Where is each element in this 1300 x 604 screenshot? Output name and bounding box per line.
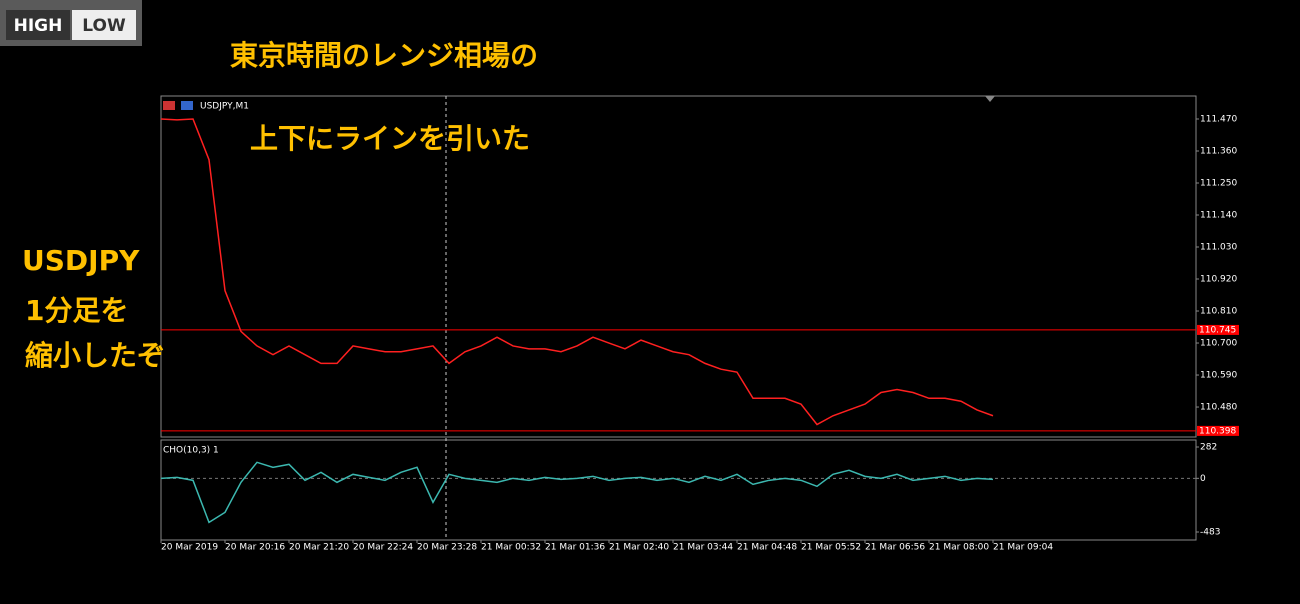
y-tick-label: 110.810 [1200,307,1237,317]
h-line-label: 110.398 [1199,426,1236,436]
h-line-label-bg [1197,324,1239,335]
h-line-label: 110.745 [1199,325,1236,335]
price-title: USDJPY,M1 [200,102,249,112]
y-tick-label: 110.700 [1200,339,1237,349]
series-line [160,461,994,524]
price-panel [160,95,1197,438]
icon [181,101,193,110]
y-tick-label: 111.470 [1200,114,1237,124]
shift-marker [985,96,995,102]
x-tick-label: 21 Mar 03:44 [673,543,733,553]
x-tick-label: 20 Mar 2019 [161,543,218,553]
logo-high: HIGH [14,16,63,36]
y-tick-label: 111.030 [1200,243,1237,253]
y-tick-label: 282 [1200,443,1217,453]
x-tick-label: 21 Mar 00:32 [481,543,541,553]
y-tick-label: 110.480 [1200,403,1237,413]
y-tick-label: 110.590 [1200,371,1237,381]
logo-high-box [6,10,70,40]
x-tick-label: 21 Mar 05:52 [801,543,861,553]
osc-panel [160,439,1197,541]
x-tick-label: 21 Mar 01:36 [545,543,605,553]
y-tick-label: 111.140 [1200,211,1237,221]
y-tick-label: -483 [1200,528,1220,538]
x-tick-label: 21 Mar 09:04 [993,543,1053,553]
y-tick-label: 110.920 [1200,275,1237,285]
logo-low: LOW [82,16,126,36]
osc-title: CHO(10,3) 1 [163,446,219,456]
y-tick-label: 111.250 [1200,178,1237,188]
x-tick-label: 20 Mar 22:24 [353,543,413,553]
icon [163,101,175,110]
annotation: 東京時間のレンジ相場の [230,39,538,72]
series-line [160,118,994,426]
annotation: 1分足を [25,294,128,327]
x-tick-label: 21 Mar 02:40 [609,543,669,553]
x-tick-label: 20 Mar 21:20 [289,543,349,553]
annotation: 縮小したぞ [25,339,165,372]
annotation: 上下にラインを引いた [250,122,530,155]
x-tick-label: 20 Mar 23:28 [417,543,477,553]
h-line-label-bg [1197,425,1239,436]
annotation: USDJPY [22,244,140,277]
logo-low-box [72,10,136,40]
y-tick-label: 0 [1200,474,1206,484]
x-tick-label: 20 Mar 20:16 [225,543,285,553]
x-tick-label: 21 Mar 06:56 [865,543,925,553]
y-tick-label: 111.360 [1200,146,1237,156]
x-tick-label: 21 Mar 04:48 [737,543,797,553]
x-tick-label: 21 Mar 08:00 [929,543,989,553]
